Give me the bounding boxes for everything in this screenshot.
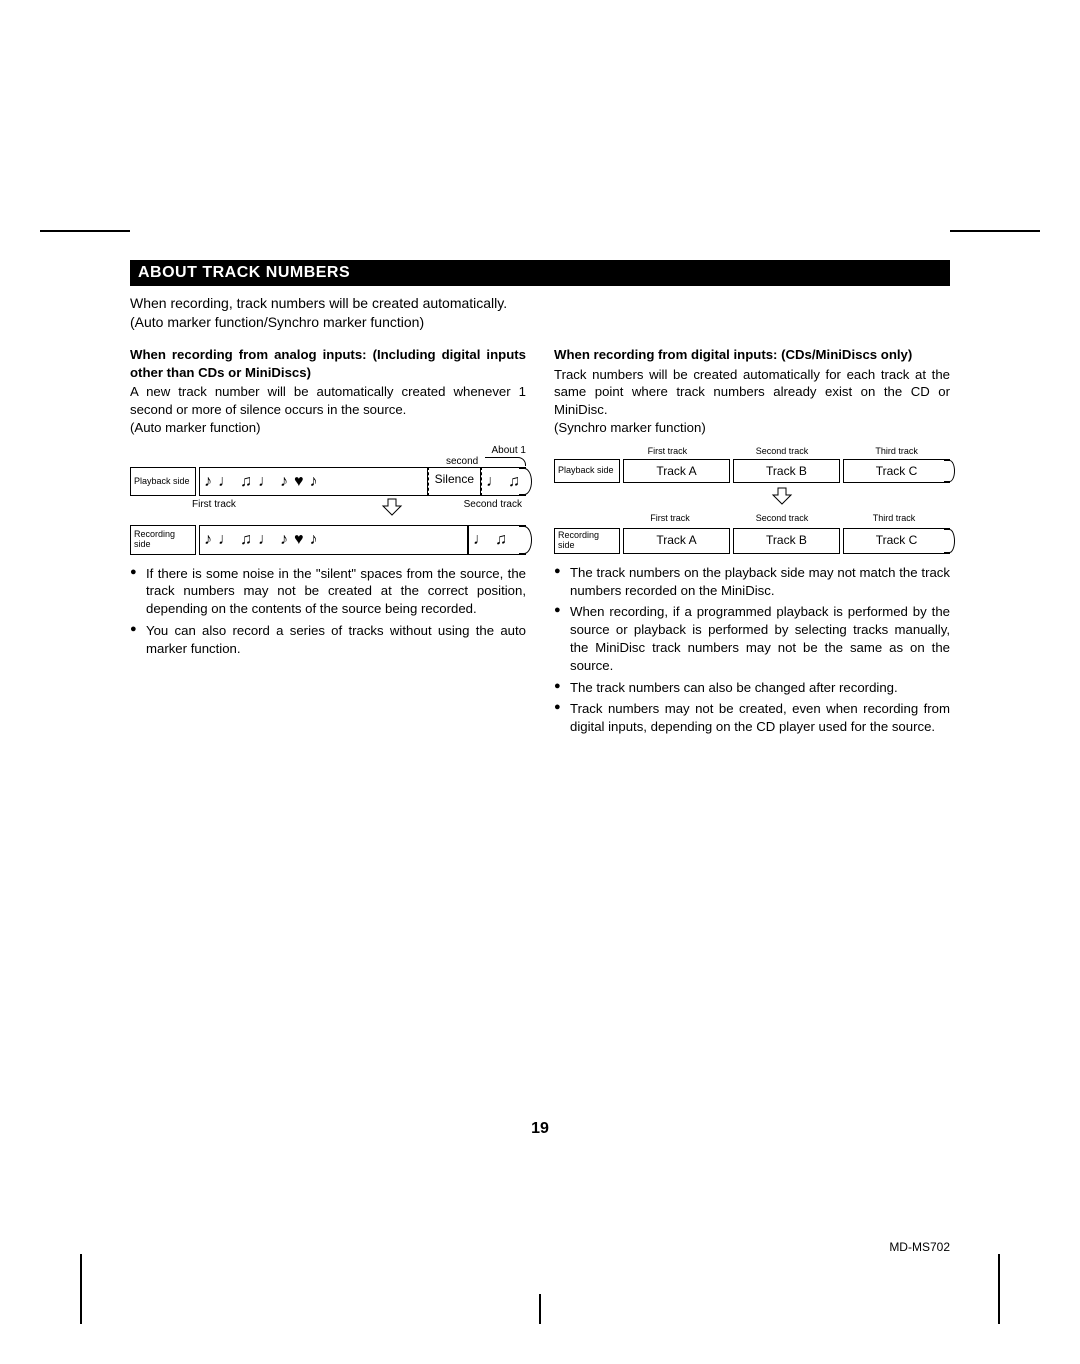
list-item: Track numbers may not be created, even w… (554, 700, 950, 736)
intro-text: When recording, track numbers will be cr… (130, 294, 950, 332)
analog-diagram: About 1 second Playback side ♪ ♩ ♫ ♩ ♪ ♥… (130, 445, 526, 555)
second-track-text: Second track (464, 499, 522, 510)
half-notes: ♩ ♫ (486, 473, 521, 490)
second-track-label: Second track (460, 498, 526, 521)
left-heading: When recording from analog inputs: (Incl… (130, 346, 526, 382)
list-item: The track numbers on the playback side m… (554, 564, 950, 600)
recording-side-label: Recording side (130, 525, 196, 555)
right-para: Track numbers will be created automatica… (554, 366, 950, 419)
mid-first: First track (614, 514, 726, 524)
left-column: When recording from analog inputs: (Incl… (130, 346, 526, 740)
track-cell: Track C (843, 459, 950, 483)
mid-first-text: First track (650, 513, 690, 523)
mid-third-text: Third track (873, 513, 916, 523)
right-column: When recording from digital inputs: (CDs… (554, 346, 950, 740)
recording-side-label: Recording side (554, 528, 620, 554)
list-item: You can also record a series of tracks w… (130, 622, 526, 658)
list-item: When recording, if a programmed playback… (554, 603, 950, 674)
list-item: If there is some noise in the "silent" s… (130, 565, 526, 618)
notes-glyphs: ♪ ♩ ♫ ♩ ♪ ♥ ♪ (204, 471, 319, 493)
track-cell: Track C (843, 528, 950, 554)
mid-second: Second track (726, 514, 838, 524)
down-arrow-icon (771, 487, 793, 505)
left-para: A new track number will be automatically… (130, 383, 526, 419)
left-func: (Auto marker function) (130, 419, 526, 437)
right-heading: When recording from digital inputs: (CDs… (554, 346, 950, 364)
about1-label: About 1 (492, 445, 526, 456)
first-track-text: First track (192, 499, 236, 510)
down-arrow-icon (381, 498, 403, 516)
section-header: ABOUT TRACK NUMBERS (130, 260, 950, 286)
first-track-label: First track (188, 498, 324, 521)
right-func: (Synchro marker function) (554, 419, 950, 437)
continuation-mark (519, 468, 532, 496)
mid-third: Third track (838, 514, 950, 524)
intro-line1: When recording, track numbers will be cr… (130, 295, 507, 311)
playback-side-label: Playback side (130, 467, 196, 497)
hdr-first: First track (614, 445, 721, 457)
crop-mark (80, 1254, 82, 1324)
crop-mark (998, 1254, 1000, 1324)
crop-mark (950, 230, 1040, 232)
continuation-mark (519, 526, 532, 554)
hdr-second: Second track (729, 445, 836, 457)
crop-mark (40, 230, 130, 232)
half-notes-rec: ♩ ♫ (473, 531, 508, 548)
digital-diagram: First track Second track Third track Pla… (554, 445, 950, 554)
track-cell: Track A (623, 459, 730, 483)
right-bullets: The track numbers on the playback side m… (554, 564, 950, 736)
left-bullets: If there is some noise in the "silent" s… (130, 565, 526, 658)
silence-box: Silence (428, 467, 481, 497)
curve-bracket (485, 457, 526, 466)
footer-model: MD-MS702 (889, 1240, 950, 1254)
crop-mark (539, 1294, 541, 1324)
mid-second-text: Second track (756, 513, 809, 523)
notes-glyphs-rec: ♪ ♩ ♫ ♩ ♪ ♥ ♪ (204, 529, 319, 551)
list-item: The track numbers can also be changed af… (554, 679, 950, 697)
track-cell: Track B (733, 528, 840, 554)
page-number: 19 (0, 1120, 1080, 1138)
track-cell: Track A (623, 528, 730, 554)
playback-side-label: Playback side (554, 459, 620, 483)
hdr-third: Third track (843, 445, 950, 457)
second-label: second (446, 456, 478, 467)
intro-line2: (Auto marker function/Synchro marker fun… (130, 314, 424, 330)
track-cell: Track B (733, 459, 840, 483)
